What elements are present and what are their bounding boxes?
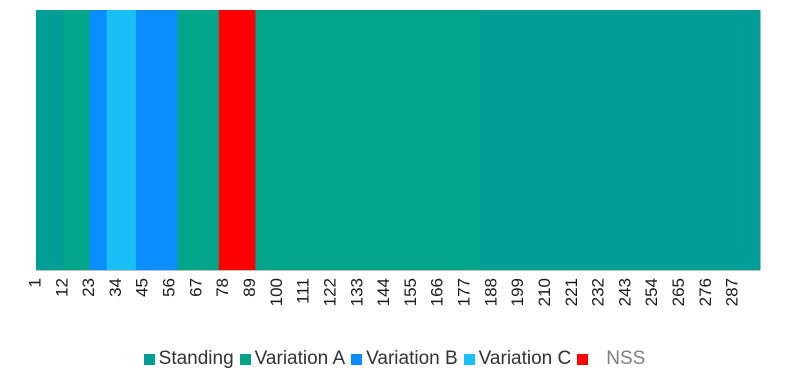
x-tick-label: 12 xyxy=(52,278,71,297)
segment-2-variation-a xyxy=(62,10,91,270)
segment-7-nss xyxy=(218,10,256,270)
x-tick-label: 232 xyxy=(589,278,608,306)
legend-label: Standing xyxy=(158,348,234,369)
legend-swatch xyxy=(463,353,475,365)
x-tick-label: 210 xyxy=(535,278,554,306)
x-tick-label: 67 xyxy=(186,278,205,297)
x-tick-label: 144 xyxy=(374,278,393,306)
legend-item-variation-c: Variation C xyxy=(463,348,572,370)
segment-4-variation-c xyxy=(106,10,137,270)
x-tick-label: 111 xyxy=(294,278,313,304)
x-tick-label: 1 xyxy=(25,278,44,287)
legend-label: Variation B xyxy=(366,348,458,369)
legend-item-variation-a: Variation A xyxy=(239,348,346,370)
legend-item-standing: Standing xyxy=(143,348,234,370)
legend-item-nss: NSS xyxy=(577,348,645,370)
segment-1-standing xyxy=(36,10,64,270)
legend-label: Variation C xyxy=(478,348,572,369)
legend-swatch xyxy=(351,353,363,365)
chart-bars xyxy=(36,10,761,270)
x-tick-label: 166 xyxy=(428,278,447,306)
x-tick-label: 100 xyxy=(267,278,286,306)
x-tick-label: 276 xyxy=(696,278,715,306)
x-tick-label: 188 xyxy=(481,278,500,306)
x-tick-label: 243 xyxy=(615,278,634,306)
legend-label: Variation A xyxy=(254,348,346,369)
x-tick-label: 254 xyxy=(642,278,661,306)
x-tick-label: 221 xyxy=(562,278,581,306)
x-tick-label: 122 xyxy=(320,278,339,306)
x-tick-label: 23 xyxy=(79,278,98,297)
segment-8-variation-a xyxy=(255,10,481,270)
x-tick-label: 78 xyxy=(213,278,232,297)
x-tick-label: 287 xyxy=(723,278,742,306)
x-tick-label: 56 xyxy=(160,278,179,297)
segment-9-standing xyxy=(479,10,761,270)
segment-6-variation-a xyxy=(177,10,220,270)
legend: Standing Variation A Variation B Variation … xyxy=(0,344,795,374)
x-tick-label: 199 xyxy=(508,278,527,306)
x-tick-label: 133 xyxy=(347,278,366,306)
legend-item-variation-b: Variation B xyxy=(351,348,458,370)
legend-swatch xyxy=(239,353,251,365)
x-tick-label: 34 xyxy=(106,278,125,297)
x-tick-label: 177 xyxy=(455,278,474,306)
x-axis-ticks: 1 12 23 34 45 56 67 78 89 100 111 122 133 144 155 166 17… xyxy=(25,278,741,306)
legend-swatch xyxy=(577,353,589,365)
x-tick-label: 265 xyxy=(669,278,688,306)
x-tick-label: 155 xyxy=(401,278,420,306)
segment-3-variation-b xyxy=(89,10,108,270)
chart: 1 12 23 34 45 56 67 78 89 100 111 122 133 144 155 166 17… xyxy=(25,10,761,306)
segment-5-variation-b xyxy=(135,10,178,270)
legend-label: NSS xyxy=(606,348,646,369)
x-tick-label: 89 xyxy=(240,278,259,297)
legend-swatch xyxy=(143,353,155,365)
x-tick-label: 45 xyxy=(133,278,152,297)
